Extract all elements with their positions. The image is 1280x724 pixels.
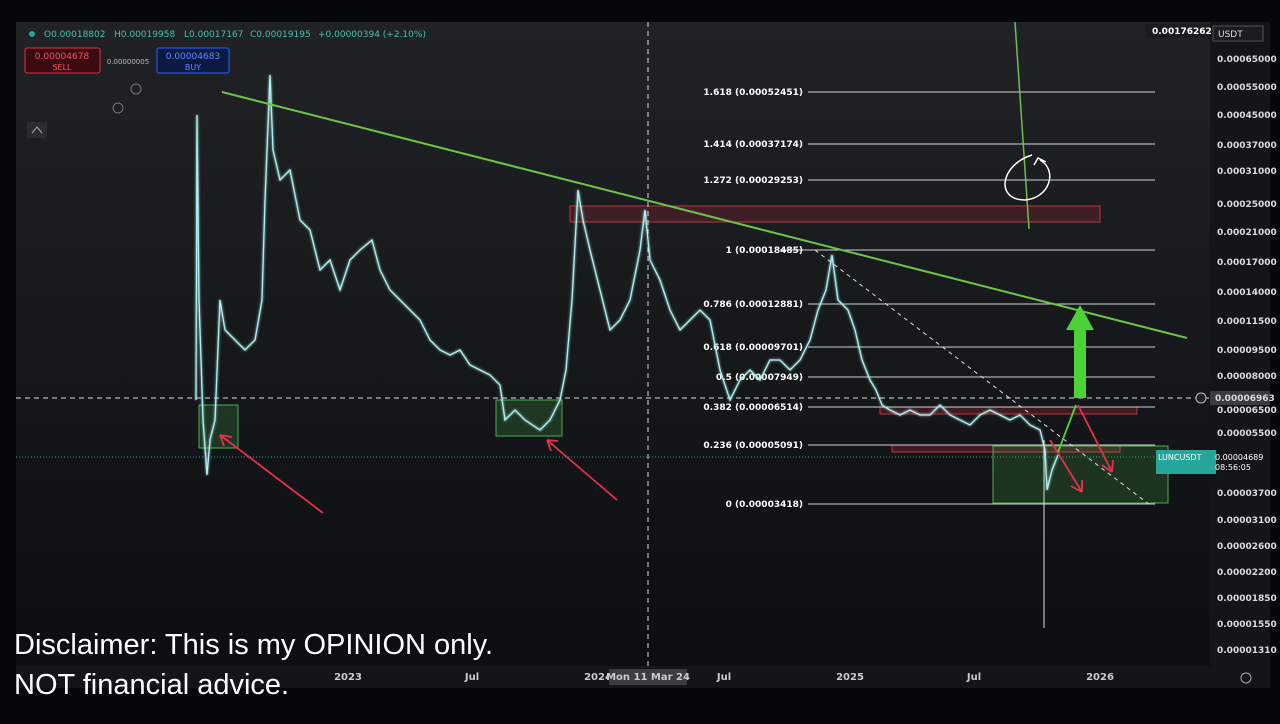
add-button[interactable] <box>1195 392 1207 404</box>
sell-label: SELL <box>52 63 72 72</box>
disclaimer: Disclaimer: This is my OPINION only. <box>14 629 493 661</box>
time-label: 2025 <box>836 672 864 683</box>
price-label: 0.00001310 <box>1217 646 1277 656</box>
fib-lines <box>780 91 1155 505</box>
collapse-button[interactable] <box>27 122 47 138</box>
last-price: 0.00004689 <box>1215 453 1263 462</box>
price-label: 0.00005500 <box>1217 429 1277 439</box>
ohlc-change: +0.00000394 (+2.10%) <box>318 30 426 40</box>
currency-button[interactable] <box>1212 25 1264 42</box>
fib-label: 0.236 (0.00005091) <box>703 441 803 451</box>
time-label: 2024 <box>584 672 612 683</box>
currency: USDT <box>1218 30 1243 40</box>
buy-button[interactable] <box>156 47 230 74</box>
ohlc-high: H0.00019958 <box>114 30 175 40</box>
price-label: 0.00006500 <box>1217 406 1277 416</box>
sell-price: 0.00004678 <box>35 52 90 62</box>
eye-icon[interactable] <box>130 83 142 95</box>
fib-label: 0.382 (0.00006514) <box>703 403 803 413</box>
price-label: 0.00003700 <box>1217 489 1277 499</box>
dashed-trend <box>814 249 1151 506</box>
time-label: 2023 <box>334 672 362 683</box>
trend-line <box>1014 21 1030 230</box>
fib-label: 0.5 (0.00007949) <box>716 373 803 383</box>
ohlc-low: L0.00017167 <box>184 30 243 40</box>
time-label: Jul <box>464 672 479 683</box>
chart-pane <box>16 22 1210 688</box>
price-label: 0.00011500 <box>1217 317 1277 327</box>
price-axis <box>1210 22 1270 688</box>
price-label: 0.00014000 <box>1217 288 1277 298</box>
crosshair-time-tag <box>609 669 687 685</box>
resistance-zone <box>879 406 1138 415</box>
scribble <box>1004 154 1051 201</box>
up-arrow <box>1066 305 1094 398</box>
resistance-zone <box>569 205 1101 223</box>
fib-label: 1.618 (0.00052451) <box>703 88 803 98</box>
collapse-icon <box>31 126 43 134</box>
sell-button[interactable] <box>24 47 101 74</box>
red-arrows <box>219 404 1114 514</box>
price-label: 0.00002600 <box>1217 542 1277 552</box>
fib-label: 0.618 (0.00009701) <box>703 343 803 353</box>
status-dot <box>29 31 35 37</box>
symbol: LUNCUSDT <box>1158 453 1202 462</box>
crosshair-price-tag <box>1210 391 1270 405</box>
price-label: 0.00045000 <box>1217 111 1277 121</box>
crosshair-price: 0.00006963 <box>1215 394 1275 404</box>
support-box <box>495 399 563 437</box>
fib-label: 0.786 (0.00012881) <box>703 300 803 310</box>
price-label: 0.00025000 <box>1217 200 1277 210</box>
countdown: 08:56:05 <box>1215 463 1251 472</box>
buy-label: BUY <box>185 63 201 72</box>
price-label: 0.00017000 <box>1217 258 1277 268</box>
price-label: 0.00008000 <box>1217 372 1277 382</box>
price-label: 0.00001850 <box>1217 594 1277 604</box>
fib-label: 1 (0.00018485) <box>726 246 803 256</box>
fib-label: 0 (0.00003418) <box>726 500 803 510</box>
price-line <box>195 74 1059 491</box>
price-label: 0.00003100 <box>1217 516 1277 526</box>
price-label: 0.00037000 <box>1217 141 1277 151</box>
spread: 0.00000005 <box>107 58 149 66</box>
support-box <box>992 445 1169 504</box>
disclaimer: NOT financial advice. <box>14 669 289 701</box>
price-badge <box>1146 24 1210 38</box>
symbol-price-tag <box>1156 450 1216 474</box>
top-price: 0.00176262 <box>1152 27 1212 37</box>
crosshair-time: Mon 11 Mar 24 <box>606 672 690 683</box>
support-box <box>198 404 239 449</box>
time-label: Jul <box>966 672 981 683</box>
ohlc-close: C0.00019195 <box>250 30 311 40</box>
price-label: 0.00009500 <box>1217 346 1277 356</box>
price-label: 0.00031000 <box>1217 167 1277 177</box>
eye-icon[interactable] <box>112 102 124 114</box>
settings-icon[interactable] <box>1240 672 1252 684</box>
trend-line <box>221 91 1188 339</box>
fib-label: 1.414 (0.00037174) <box>703 140 803 150</box>
fib-label: 1.272 (0.00029253) <box>703 176 803 186</box>
time-label: Jul <box>716 672 731 683</box>
price-label: 0.00002200 <box>1217 568 1277 578</box>
price-label: 0.00001550 <box>1217 620 1277 630</box>
price-label: 0.00055000 <box>1217 83 1277 93</box>
ohlc-open: O0.00018802 <box>44 30 105 40</box>
price-label: 0.00065000 <box>1217 55 1277 65</box>
price-label: 0.00021000 <box>1217 228 1277 238</box>
buy-price: 0.00004683 <box>166 52 220 62</box>
time-label: 2026 <box>1086 672 1114 683</box>
